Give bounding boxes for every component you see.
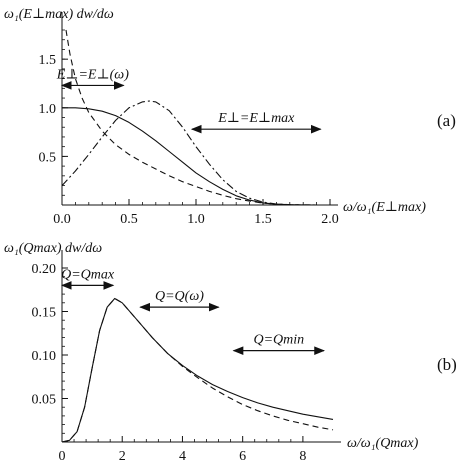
- x-tick-label: 8: [299, 449, 306, 464]
- panel-a-axes: 0.0 0.5 1.0 1.5 2.0 0.5 1.0 1.5: [39, 12, 339, 227]
- panel-a-ylabel: ω₁(E⊥max) dw/dω: [4, 7, 114, 22]
- x-tick-label: 6: [239, 449, 246, 464]
- y-tick-label: 0.10: [32, 349, 57, 364]
- annotation-label: Q=Qmax: [61, 267, 115, 282]
- y-tick-label: 0.5: [39, 150, 57, 165]
- annotation-label: E⊥=E⊥max: [217, 111, 295, 126]
- panel-a: ω₁(E⊥max) dw/dω ω/ω₁(E⊥max) (a) 0.0 0.5 1.…: [4, 7, 456, 227]
- x-tick-label: 2.0: [321, 212, 339, 227]
- annotation-label: Q=Q(ω): [155, 289, 204, 304]
- y-tick-label: 1.0: [39, 102, 57, 117]
- series-line-dashed: [65, 29, 330, 206]
- panel-b-annotations: Q=Qmax Q=Q(ω) Q=Qmin: [60, 267, 326, 355]
- panel-b: ω₁(Qmax) dw/dω ω/ω₁(Qmax) (b) 0 2 4 6 8 0.05 0…: [4, 241, 457, 464]
- x-tick-label: 0.5: [120, 212, 138, 227]
- y-tick-label: 0.15: [32, 306, 57, 321]
- panel-b-ylabel: ω₁(Qmax) dw/dω: [4, 241, 102, 256]
- series-line-dashdot: [61, 100, 330, 206]
- x-tick-label: 4: [179, 449, 186, 464]
- panel-a-annotations: E⊥=E⊥(ω) E⊥=E⊥max: [56, 67, 322, 134]
- series-line-dashed: [61, 297, 334, 443]
- panel-a-label: (a): [437, 111, 456, 130]
- y-tick-label: 0.20: [32, 262, 57, 277]
- panel-a-series: [61, 29, 330, 206]
- annotation-label: E⊥=E⊥(ω): [56, 67, 129, 82]
- panel-b-series: [61, 297, 334, 443]
- panel-a-xlabel: ω/ω₁(E⊥max): [343, 200, 426, 215]
- annotation-label: Q=Qmin: [253, 333, 304, 348]
- y-tick-label: 1.5: [39, 53, 57, 68]
- x-tick-label: 0.0: [53, 212, 71, 227]
- panel-b-xlabel: ω/ω₁(Qmax): [347, 436, 419, 451]
- x-tick-label: 1.5: [254, 212, 272, 227]
- x-tick-label: 0: [59, 449, 66, 464]
- panel-b-label: (b): [437, 355, 457, 374]
- y-tick-label: 0.05: [32, 393, 57, 408]
- x-tick-label: 2: [119, 449, 126, 464]
- x-tick-label: 1.0: [187, 212, 205, 227]
